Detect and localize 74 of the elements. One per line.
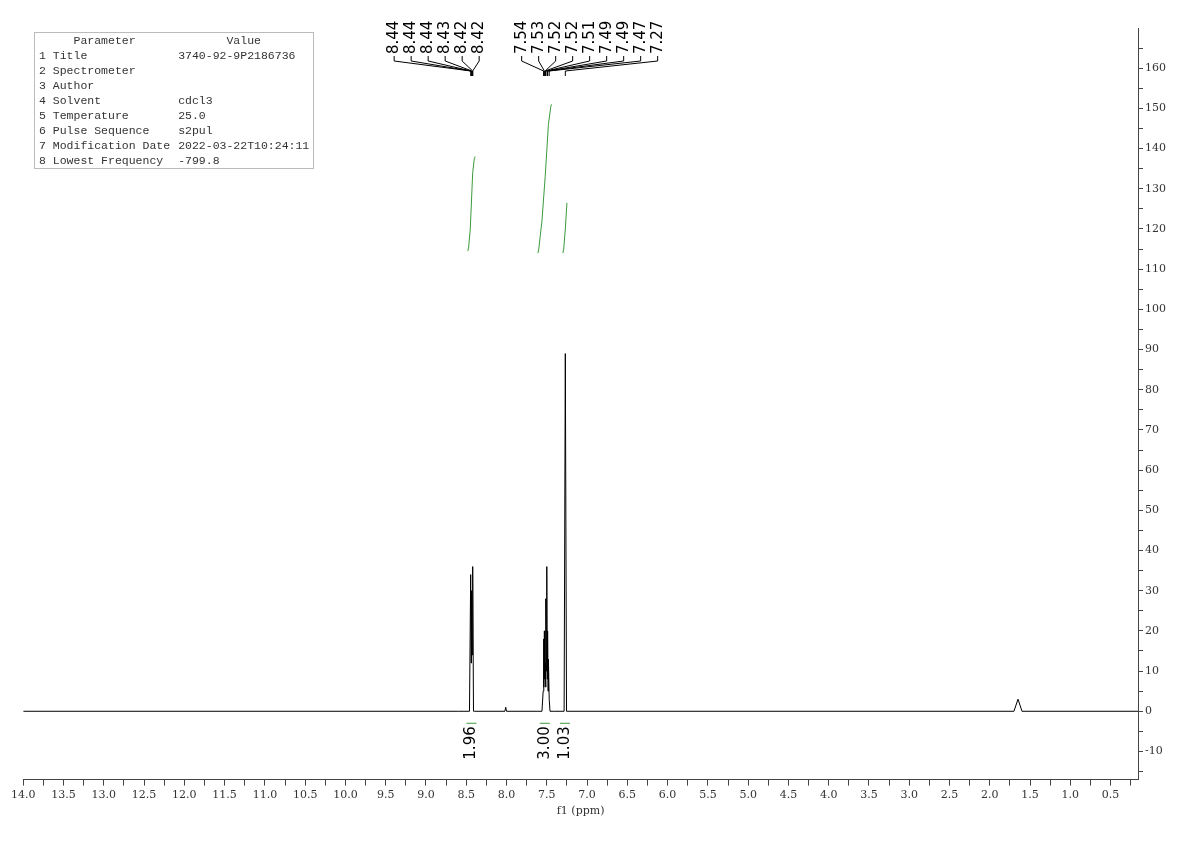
annotation: 1.03 (554, 726, 573, 760)
text: 6 Pulse Sequence s2pul (39, 124, 213, 137)
x-tick-label: 6.0 (658, 788, 677, 802)
x-tick-label: 13.0 (91, 788, 117, 802)
y-tick-label: 100 (1145, 302, 1166, 316)
annotation: 2 Spectrometer (38, 63, 137, 78)
annotation: 7.54 (511, 20, 530, 54)
annotation: 8.42 (469, 20, 488, 54)
x-tick-label: 8.0 (497, 788, 516, 802)
text: Parameter Value (73, 34, 261, 47)
x-tick-label: 8.5 (457, 788, 475, 802)
x-tick-label: 10.5 (292, 788, 318, 802)
x-tick-label: 7.5 (538, 788, 556, 802)
y-tick-label: 80 (1145, 382, 1159, 396)
y-tick-label: -10 (1145, 744, 1163, 758)
x-tick-label: 4.5 (779, 788, 798, 802)
y-tick-label: 110 (1145, 262, 1166, 276)
annotation: 7.27 (647, 20, 666, 54)
annotation: 8.42 (452, 20, 471, 54)
x-tick-label: 9.5 (376, 788, 395, 802)
annotation: 8.44 (418, 20, 437, 54)
x-tick-label: 12.0 (172, 788, 197, 802)
annotation: 8.44 (401, 20, 420, 54)
x-tick-label: 13.5 (51, 788, 76, 802)
y-tick-label: 60 (1145, 462, 1159, 476)
x-tick-label: 3.0 (900, 788, 918, 802)
y-tick-label: 40 (1145, 543, 1159, 557)
y-tick-label: 10 (1145, 663, 1159, 677)
annotation: 7.53 (528, 20, 547, 54)
y-tick-label: 0 (1145, 704, 1152, 718)
x-tick-label: 1.0 (1061, 788, 1080, 802)
x-tick-label: 11.0 (252, 788, 278, 802)
y-tick-label: 160 (1145, 61, 1166, 75)
x-tick-label: 14.0 (11, 788, 36, 802)
annotation: 7.47 (630, 20, 649, 54)
x-tick-label: 1.5 (1021, 788, 1039, 802)
annotation: 7.49 (613, 20, 632, 54)
x-tick-label: 10.0 (333, 788, 358, 802)
x-tick-label: 4.0 (819, 788, 838, 802)
y-tick-label: 90 (1145, 342, 1159, 356)
x-tick-label: 5.5 (699, 788, 717, 802)
annotation: 3.00 (534, 726, 553, 760)
x-tick-label: 6.5 (618, 788, 637, 802)
y-tick-label: 70 (1145, 422, 1159, 436)
x-tick-label: 3.5 (860, 788, 878, 802)
annotation: 7.52 (562, 20, 581, 54)
annotation: 3 Author (38, 78, 96, 93)
annotation: 7.49 (596, 20, 615, 54)
x-tick-label: 12.5 (131, 788, 157, 802)
x-tick-label: 2.0 (981, 788, 999, 802)
x-tick-label: 9.0 (417, 788, 435, 802)
annotation: 7.52 (545, 20, 564, 54)
text: 5 Temperature 25.0 (39, 109, 206, 122)
x-tick-label: 11.5 (212, 788, 237, 802)
y-tick-label: 50 (1145, 503, 1159, 517)
y-tick-label: 30 (1145, 583, 1159, 597)
annotation: 1.96 (461, 726, 480, 760)
annotation: 8.44 (384, 20, 403, 54)
annotation: 7 Modification Date 2022-03-22T10:24:11 (38, 138, 311, 153)
x-tick-label: 2.5 (940, 788, 959, 802)
text: 8 Lowest Frequency -799.8 (39, 154, 220, 167)
x-tick-label: 7.0 (578, 788, 596, 802)
annotation: 8.43 (435, 20, 454, 54)
x-tick-label: 0.5 (1101, 788, 1120, 802)
y-tick-label: 150 (1145, 101, 1166, 115)
y-tick-label: 120 (1145, 221, 1166, 235)
y-tick-label: 130 (1145, 181, 1166, 195)
text: 4 Solvent cdcl3 (39, 94, 213, 107)
y-tick-label: 20 (1145, 623, 1159, 637)
x-tick-label: 5.0 (739, 788, 757, 802)
x-axis-title: f1 (ppm) (556, 804, 605, 818)
y-tick-label: 140 (1145, 141, 1166, 155)
text: 1 Title 3740-92-9P2186736 (39, 49, 296, 62)
annotation: 7.51 (579, 20, 598, 54)
